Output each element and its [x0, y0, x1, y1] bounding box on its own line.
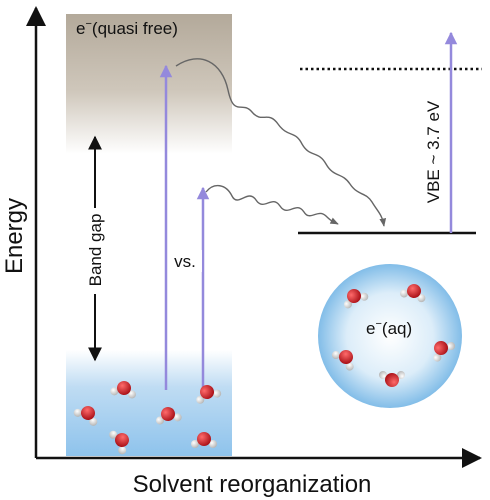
hydrogen-atom: [109, 430, 118, 439]
water-molecule: [109, 430, 129, 455]
water-molecule: [433, 341, 456, 362]
hydrogen-atom: [89, 417, 98, 426]
hydrogen-atom: [379, 371, 387, 379]
hydrogen-atom: [118, 446, 127, 455]
water-molecule: [343, 289, 369, 309]
oxygen-atom: [434, 341, 448, 355]
conduction-band: [66, 14, 232, 154]
oxygen-atom: [347, 289, 361, 303]
quasi-free-base: e: [76, 19, 85, 38]
hydrogen-atom: [127, 390, 136, 399]
relaxation-path-direct: [205, 185, 339, 225]
hydrated-electron-label: e−(aq): [366, 318, 412, 338]
hydrogen-atom: [417, 294, 426, 303]
relaxation-path-quasi-free: [175, 58, 387, 227]
water-molecule: [331, 350, 354, 371]
y-axis-label: Energy: [1, 198, 28, 274]
hydrogen-atom: [110, 387, 119, 396]
hydrogen-atom: [213, 389, 222, 398]
hydrogen-atom: [191, 440, 199, 448]
eaq-base: e: [366, 319, 375, 338]
band-gap-label: Band gap: [86, 214, 105, 287]
oxygen-atom: [385, 373, 399, 387]
vs-label: vs.: [174, 252, 196, 271]
oxygen-atom: [117, 381, 131, 395]
oxygen-atom: [407, 284, 421, 298]
hydrogen-atom: [433, 353, 442, 362]
hydrogen-atom: [345, 362, 354, 371]
vs-label-bg: [168, 250, 202, 272]
water-molecule: [379, 371, 405, 387]
hydrogen-atom: [447, 342, 456, 351]
band-gap-label-bg: [78, 208, 112, 294]
water-molecule: [156, 407, 182, 425]
water-molecule: [73, 406, 98, 426]
oxygen-atom: [200, 385, 214, 399]
hydrogen-atom: [196, 395, 205, 404]
water-molecule: [191, 432, 217, 448]
oxygen-atom: [339, 350, 353, 364]
hydrogen-atom: [331, 351, 340, 360]
hydrogen-atom: [343, 300, 352, 309]
hydrogen-atom: [400, 289, 409, 298]
water-molecule: [400, 284, 426, 303]
hydrogen-atom: [173, 413, 182, 422]
x-axis-label: Solvent reorganization: [133, 471, 372, 498]
quasi-free-superscript: −: [85, 18, 91, 30]
hydrogen-atom: [209, 440, 217, 448]
oxygen-atom: [81, 406, 95, 420]
hydrogen-atom: [360, 292, 369, 301]
water-molecule: [110, 381, 136, 399]
oxygen-atom: [161, 407, 175, 421]
quasi-free-label: e−(quasi free): [76, 18, 178, 38]
hydrogen-atom: [156, 416, 165, 425]
quasi-free-rest: (quasi free): [92, 19, 178, 38]
vbe-label: VBE ~ 3.7 eV: [424, 100, 443, 203]
oxygen-atom: [197, 432, 211, 446]
hydrogen-atom: [73, 408, 82, 417]
hydrogen-atom: [397, 371, 405, 379]
eaq-superscript: −: [375, 318, 381, 330]
water-molecule: [196, 385, 222, 404]
oxygen-atom: [115, 433, 129, 447]
eaq-rest: (aq): [382, 319, 412, 338]
